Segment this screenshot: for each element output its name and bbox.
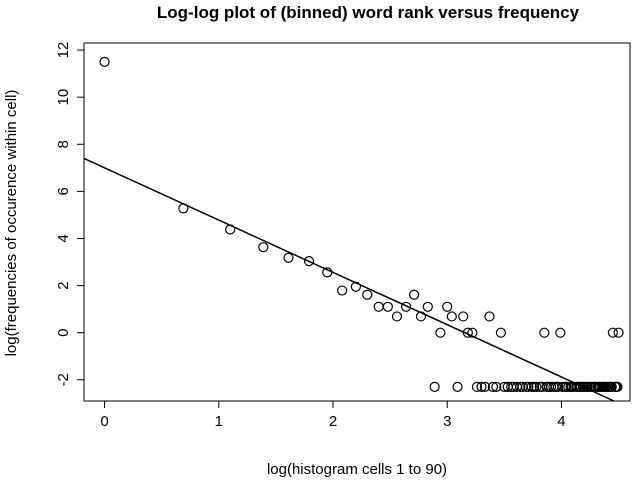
data-point <box>606 381 617 392</box>
data-point <box>531 381 542 392</box>
x-tick-label: 0 <box>100 413 108 430</box>
y-tick-label: 4 <box>55 234 72 242</box>
y-tick-label: 0 <box>55 329 72 337</box>
data-point <box>458 311 469 322</box>
data-point <box>495 327 507 338</box>
data-point <box>258 242 269 253</box>
data-point <box>479 381 491 392</box>
regression-line <box>83 157 615 402</box>
data-point <box>555 327 566 338</box>
plot-area-frame <box>83 42 631 402</box>
data-point <box>283 252 294 263</box>
data-point <box>476 381 487 392</box>
data-point <box>539 327 550 338</box>
data-point <box>362 289 373 300</box>
y-axis-label: log(frequencies of occurence within cell… <box>3 90 20 357</box>
y-axis: -2 0 2 4 6 8 10 12 <box>55 42 84 386</box>
x-tick-label: 2 <box>329 413 337 430</box>
data-point <box>484 311 495 322</box>
data-point <box>523 381 534 392</box>
data-point <box>471 381 483 392</box>
x-tick-label: 4 <box>557 413 565 430</box>
data-point <box>391 311 403 322</box>
fit-line <box>83 157 615 402</box>
data-point <box>373 301 384 312</box>
data-point <box>429 381 440 392</box>
data-point <box>401 301 412 312</box>
x-axis: 0 1 2 3 4 <box>100 401 566 430</box>
y-tick-label: 2 <box>55 281 72 289</box>
data-point <box>467 327 478 338</box>
y-tick-label: -2 <box>55 373 72 386</box>
data-point <box>337 285 348 296</box>
data-point <box>442 301 453 312</box>
data-point <box>446 311 457 322</box>
data-point <box>409 289 420 300</box>
data-point <box>491 381 502 392</box>
data-point <box>607 327 618 338</box>
data-points <box>99 56 624 392</box>
data-point <box>303 255 315 267</box>
data-point <box>613 327 624 338</box>
data-point <box>422 301 433 312</box>
y-tick-label: 6 <box>55 187 72 195</box>
y-tick-label: 12 <box>55 42 72 59</box>
data-point <box>382 301 393 312</box>
data-point <box>452 381 463 392</box>
data-point <box>487 381 499 392</box>
data-point <box>552 381 564 392</box>
y-tick-label: 8 <box>55 140 72 148</box>
chart-title: Log-log plot of (binned) word rank versu… <box>157 3 580 22</box>
x-tick-label: 1 <box>215 413 223 430</box>
data-point <box>435 327 446 338</box>
x-axis-label: log(histogram cells 1 to 90) <box>267 461 447 478</box>
y-tick-label: 10 <box>55 89 72 106</box>
x-tick-label: 3 <box>443 413 451 430</box>
data-point <box>99 56 110 67</box>
data-point <box>612 381 623 392</box>
